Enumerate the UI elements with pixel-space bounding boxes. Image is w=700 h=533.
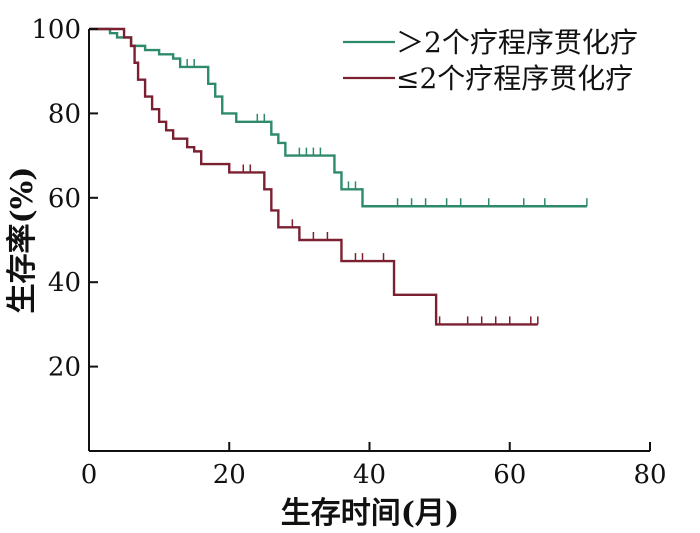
series-2-curve bbox=[89, 27, 538, 326]
y-tick-label: 40 bbox=[48, 268, 81, 298]
y-tick-label: 60 bbox=[48, 184, 81, 214]
plot-lines bbox=[89, 27, 588, 326]
legend-label-series-1: ＞2个疗程序贯化疗 bbox=[396, 26, 638, 59]
x-tick-label: 80 bbox=[633, 460, 666, 490]
x-tick-label: 40 bbox=[353, 460, 386, 490]
y-tick-label: 100 bbox=[31, 15, 81, 45]
x-tick-label: 0 bbox=[81, 460, 98, 490]
y-axis-title: 生存率(%) bbox=[5, 167, 40, 314]
x-tick-label: 20 bbox=[213, 460, 246, 490]
x-axis-title: 生存时间(月) bbox=[281, 496, 459, 531]
y-tick-label: 80 bbox=[48, 99, 81, 129]
legend-label-series-2: ≤2个疗程序贯化疗 bbox=[396, 62, 633, 95]
axes: 0 20 40 60 80 20 40 60 80 100 bbox=[31, 15, 666, 490]
legend: ＞2个疗程序贯化疗 ≤2个疗程序贯化疗 bbox=[343, 26, 638, 95]
y-tick-label: 20 bbox=[48, 353, 81, 383]
x-tick-label: 60 bbox=[493, 460, 526, 490]
